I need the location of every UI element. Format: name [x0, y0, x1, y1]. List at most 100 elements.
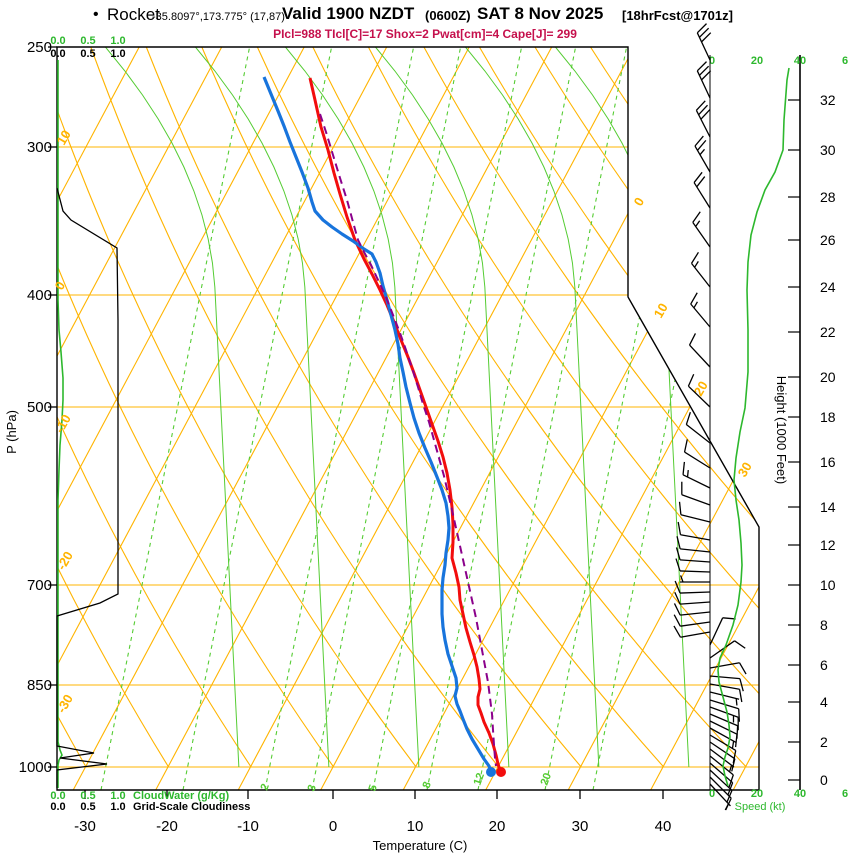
wind-barb-feather — [688, 333, 697, 346]
wind-barb-feather — [685, 411, 691, 425]
height-tick-label: 16 — [820, 454, 836, 470]
wind-barb-feather — [698, 104, 708, 116]
wind-barb-shaft — [696, 32, 711, 61]
isotherm-line — [57, 47, 305, 790]
wind-barb-feather — [692, 211, 701, 223]
wind-barb-feather — [683, 439, 688, 453]
height-tick-label: 20 — [820, 369, 836, 385]
height-tick-label: 0 — [820, 772, 828, 788]
wind-barb-feather — [674, 580, 681, 594]
mixing-ratio-label: 12 — [472, 771, 487, 787]
cloudwater-scale-value: 0.5 — [80, 35, 95, 47]
mixing-ratio-line — [372, 47, 523, 790]
wind-barb-shaft — [680, 611, 711, 616]
moist-adiabat-line — [105, 47, 240, 768]
cloudiness-scale-title: Grid-Scale Cloudiness — [133, 801, 250, 813]
isotherm-line — [57, 47, 388, 790]
valid-time-zulu: (0600Z) — [425, 8, 471, 23]
isotherm-line — [57, 47, 140, 790]
wind-barb-shaft — [709, 662, 740, 669]
wind-barb-shaft — [709, 617, 724, 646]
wind-barb-shaft — [709, 741, 736, 760]
wind-barb-feather — [700, 109, 711, 120]
height-axis-title: Height (1000 Feet) — [774, 376, 789, 484]
isotherm-line — [155, 47, 553, 790]
temperature-tick-label: 0 — [329, 818, 337, 835]
wind-barb-feather — [695, 100, 706, 111]
wind-barb-feather — [675, 558, 681, 572]
wind-barb-shaft — [685, 424, 711, 444]
dry-adiabat-label: -10 — [52, 412, 74, 436]
mixing-ratio-line — [100, 47, 251, 790]
dry-adiabat-line — [423, 47, 759, 768]
temperature-tick-label: -20 — [156, 818, 178, 835]
cloudiness-scale-value: 0.0 — [50, 48, 65, 60]
wind-barb-feather — [678, 501, 682, 515]
wind-barb-shaft — [709, 734, 737, 752]
wind-barb-shaft — [679, 570, 711, 573]
moist-adiabat-line — [465, 47, 600, 768]
wind-barb-shaft — [709, 755, 734, 776]
mixing-ratio-line — [426, 47, 577, 790]
wind-barb-shaft — [687, 385, 711, 408]
plot-boundary — [56, 46, 760, 791]
mixing-ratio-line — [592, 47, 743, 790]
moist-adiabat-line — [285, 47, 420, 768]
mixing-ratio-line — [311, 47, 462, 790]
wind-barb-half-feather — [728, 765, 733, 773]
wind-barb-shaft — [709, 727, 737, 744]
wind-barb-shaft — [709, 675, 740, 680]
dewpoint-trace — [262, 76, 493, 772]
wind-barb-shaft — [680, 548, 711, 553]
isotherm-line — [57, 47, 223, 790]
wind-barb-feather — [690, 251, 699, 264]
wind-barb-half-feather — [679, 575, 684, 583]
valid-time: Valid 1900 NZDT — [282, 4, 415, 23]
wind-barb-half-feather — [694, 261, 699, 268]
wind-barb-feather — [734, 734, 738, 748]
height-tick-label: 2 — [820, 734, 828, 750]
wind-barb-feather — [698, 65, 710, 76]
dry-adiabat-label: 0 — [52, 279, 69, 293]
wind-barb-feather — [690, 292, 698, 305]
isotherm-line — [72, 47, 470, 790]
wind-barb-feather — [696, 176, 706, 188]
mixing-ratio-line — [182, 47, 333, 790]
forecast-run-info: [18hrFcst@1701z] — [622, 8, 733, 23]
speed-tick-label: 6 — [842, 55, 848, 67]
isotherm-label: 10 — [651, 300, 671, 320]
wind-barb-shaft — [681, 494, 711, 506]
speed-tick-label: 20 — [751, 788, 763, 800]
dry-adiabat-label: 10 — [54, 127, 74, 147]
wind-barb-feather — [673, 614, 681, 627]
wind-barb-feather — [722, 617, 736, 620]
dry-adiabat-line — [256, 47, 747, 768]
height-tick-label: 18 — [820, 409, 836, 425]
wind-barb-shaft — [709, 683, 740, 690]
wind-barb-shaft — [682, 474, 711, 489]
wind-barb-feather — [674, 591, 681, 605]
wind-speed-profile — [717, 67, 790, 787]
isotherm-line — [237, 47, 635, 790]
wind-barb-half-feather — [735, 698, 738, 706]
wind-barb-shaft — [709, 713, 738, 727]
pressure-tick-label: 400 — [27, 287, 52, 304]
wind-barb-shaft — [679, 591, 711, 594]
dry-adiabat-line — [57, 47, 252, 768]
station-bullet-icon: • — [93, 6, 99, 23]
valid-date: SAT 8 Nov 2025 — [477, 4, 604, 23]
mixing-ratio-label: 3 — [306, 783, 319, 793]
speed-axis-title: Speed (kt) — [735, 801, 786, 813]
wind-barb-feather — [697, 139, 707, 151]
cloudiness-scale-value: 0.5 — [80, 48, 95, 60]
mixing-ratio-line — [264, 47, 415, 790]
pressure-axis-title: P (hPa) — [4, 410, 19, 454]
mixing-ratio-line — [477, 47, 628, 790]
height-tick-label: 8 — [820, 617, 828, 633]
speed-tick-label: 0 — [709, 55, 715, 67]
wind-barb-feather — [673, 603, 681, 616]
dry-adiabat-line — [57, 47, 335, 768]
dry-adiabat-line — [0, 47, 4, 767]
wind-barb-feather — [682, 461, 686, 475]
